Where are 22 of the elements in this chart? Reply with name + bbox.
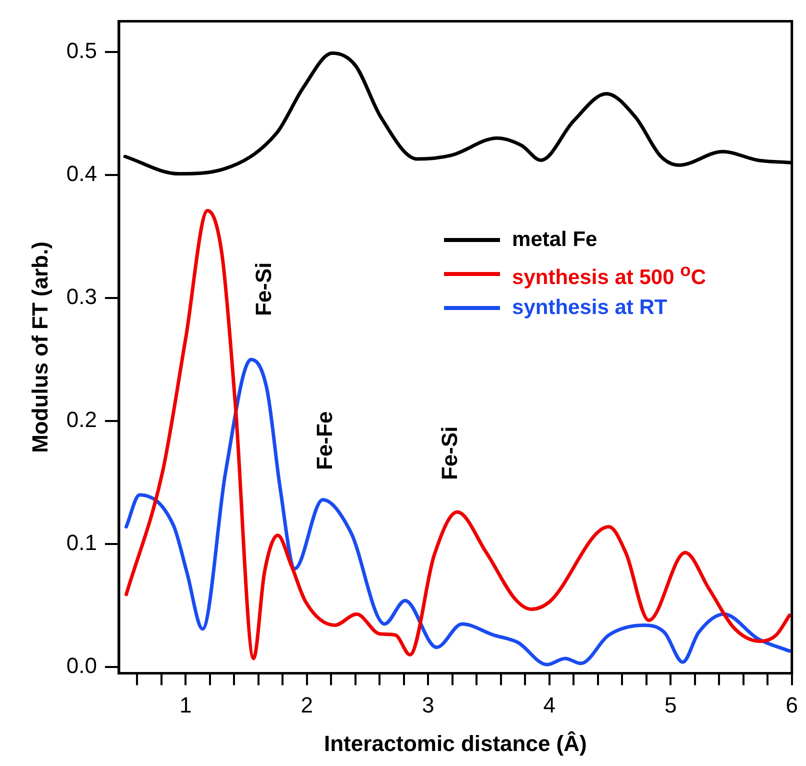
x-tick-label: 1 [180, 692, 192, 718]
y-tick-label: 0.2 [66, 407, 97, 432]
y-tick-label: 0.0 [66, 653, 97, 678]
x-tick-label: 3 [422, 692, 434, 718]
y-tick-label: 0.4 [66, 161, 97, 186]
x-tick-label: 6 [786, 692, 798, 718]
legend-label: synthesis at RT [512, 295, 668, 321]
y-tick-label: 0.5 [66, 38, 97, 64]
annotation: Fe-Si [251, 262, 276, 316]
x-tick-label: 4 [543, 692, 556, 718]
line-series [124, 208, 792, 660]
y-tick-label: 0.1 [66, 530, 97, 556]
y-tick-label: 0.3 [66, 284, 97, 310]
x-axis-title: Interactomic distance (Â) [324, 730, 587, 756]
annotation: Fe-Si [436, 426, 462, 480]
legend-label: metal Fe [512, 227, 598, 253]
x-tick-label: 2 [300, 692, 314, 718]
annotation: Fe-Fe [312, 412, 338, 470]
line-series [124, 358, 792, 666]
legend-label: synthesis at 500 $^{o}$C [512, 259, 706, 291]
y-axis-title: Modulus of FT (arb.) [27, 241, 52, 453]
x-tick-label: 5 [664, 692, 677, 718]
